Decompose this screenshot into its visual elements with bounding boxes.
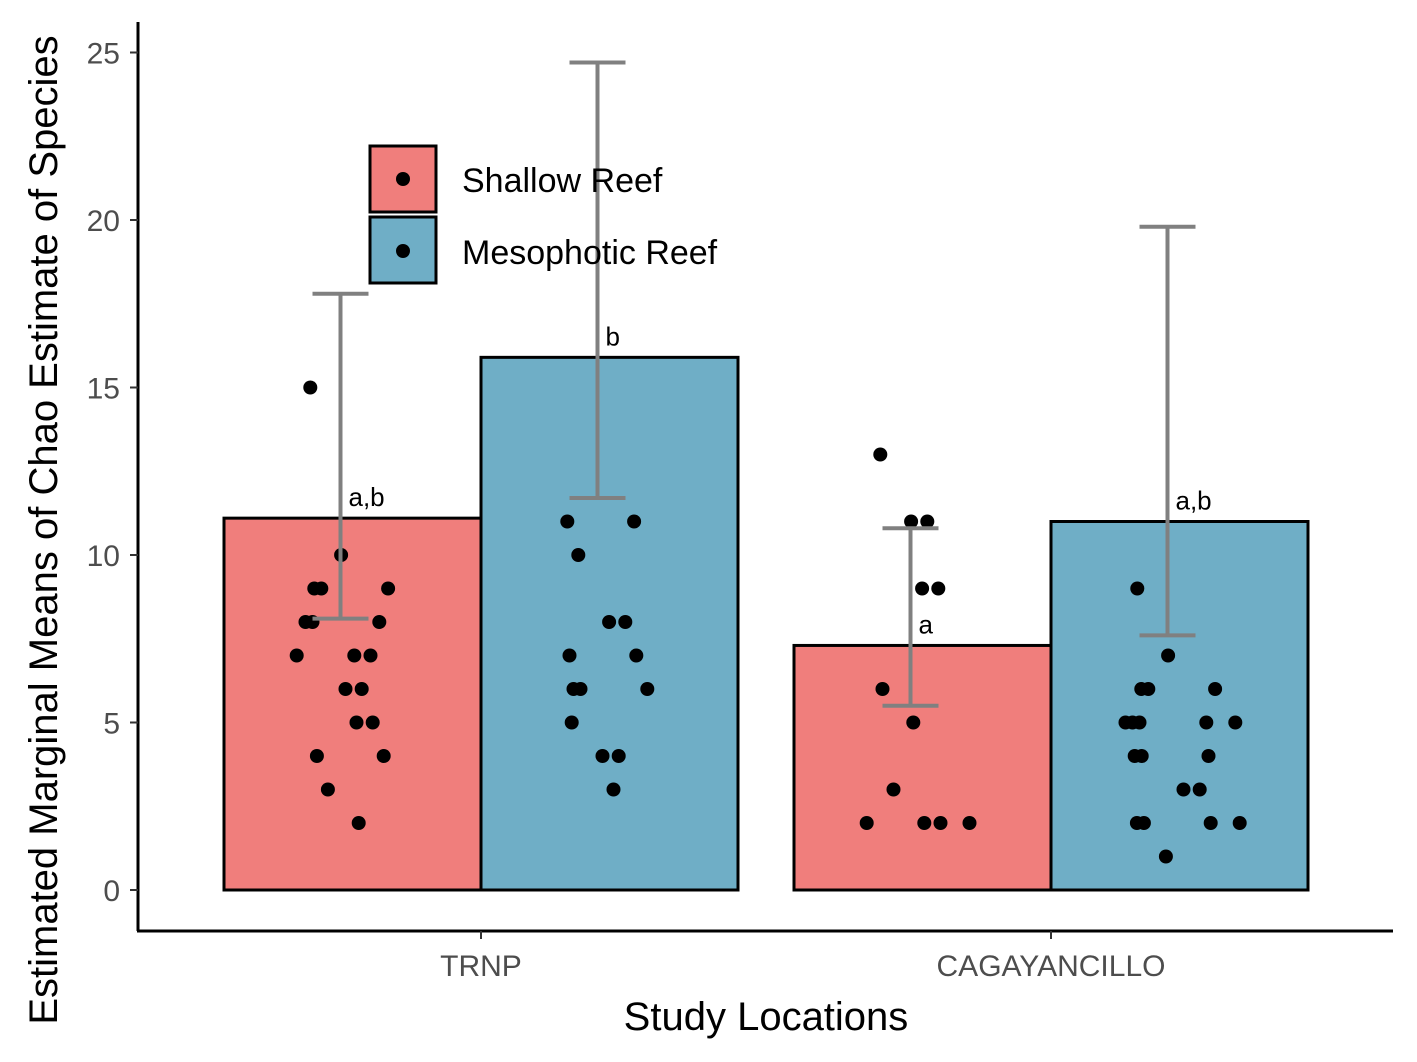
data-point xyxy=(1127,749,1142,763)
data-point xyxy=(640,682,655,696)
y-axis-title: Estimated Marginal Means of Chao Estimat… xyxy=(22,35,66,1024)
data-point xyxy=(933,816,948,830)
data-point xyxy=(303,380,318,395)
data-point xyxy=(351,816,366,830)
data-point xyxy=(904,514,919,529)
significance-label: a,b xyxy=(1176,486,1212,516)
data-point xyxy=(1208,682,1223,696)
y-tick-label: 0 xyxy=(103,875,120,908)
y-tick-label: 10 xyxy=(87,540,120,573)
data-point xyxy=(962,816,977,830)
data-point xyxy=(1176,782,1191,797)
data-point xyxy=(338,682,353,696)
label-layer: a,b a b a,b xyxy=(349,321,1212,639)
data-point xyxy=(618,615,633,629)
data-point xyxy=(906,715,921,730)
legend-key-mesophotic-reef-point xyxy=(396,244,410,258)
x-axis-title: Study Locations xyxy=(624,995,909,1039)
y-tick-label: 25 xyxy=(87,38,120,71)
y-tick-label: 20 xyxy=(87,205,120,238)
data-point xyxy=(920,514,935,529)
data-point xyxy=(1134,682,1149,696)
significance-label: a xyxy=(919,609,934,639)
x-tick-label: CAGAYANCILLO xyxy=(937,950,1166,983)
data-point xyxy=(629,648,644,663)
data-point xyxy=(354,682,369,696)
data-point xyxy=(1129,816,1144,830)
errorbar-layer xyxy=(312,60,1196,708)
data-point xyxy=(298,615,313,629)
data-point xyxy=(931,581,946,596)
data-point xyxy=(1118,715,1133,730)
data-point xyxy=(560,514,575,529)
bar-mesophotic-reef-cagayancillo xyxy=(1049,520,1310,892)
data-point xyxy=(381,581,396,596)
data-point xyxy=(611,749,626,763)
data-point xyxy=(372,615,387,629)
legend-key-shallow-reef-point xyxy=(396,172,410,186)
data-point xyxy=(1158,849,1173,864)
legend-label-shallow-reef: Shallow Reef xyxy=(462,162,663,200)
bars-layer xyxy=(222,355,1310,892)
data-point xyxy=(349,715,364,730)
data-point xyxy=(562,648,577,663)
data-point xyxy=(915,581,930,596)
data-point xyxy=(1232,816,1247,830)
bar-shallow-reef-trnp xyxy=(222,516,483,892)
axis-layer: 0 5 10 15 20 25 TRNP CAGAYANCILLO xyxy=(87,22,1393,983)
data-point xyxy=(1192,782,1207,797)
data-point xyxy=(309,749,324,763)
data-point xyxy=(289,648,304,663)
significance-label: a,b xyxy=(349,482,385,512)
data-point xyxy=(595,749,610,763)
data-point xyxy=(873,447,888,462)
data-point xyxy=(917,816,932,830)
significance-label: b xyxy=(606,321,620,351)
y-tick-label: 5 xyxy=(103,708,120,741)
data-point xyxy=(1201,749,1216,763)
data-point xyxy=(606,782,621,797)
points-layer xyxy=(289,380,1247,864)
data-point xyxy=(564,715,579,730)
data-point xyxy=(571,548,586,562)
data-point xyxy=(363,648,378,663)
data-point xyxy=(1161,648,1176,663)
data-point xyxy=(320,782,335,797)
legend-label-mesophotic-reef: Mesophotic Reef xyxy=(462,234,718,272)
bar-shallow-reef-cagayancillo xyxy=(792,643,1053,892)
data-point xyxy=(1228,715,1243,730)
data-point xyxy=(347,648,362,663)
legend: Shallow Reef Mesophotic Reef xyxy=(368,144,718,285)
data-point xyxy=(1130,581,1145,596)
data-point xyxy=(627,514,642,529)
data-point xyxy=(886,782,901,797)
data-point xyxy=(875,682,890,696)
data-point xyxy=(307,581,322,596)
data-point xyxy=(1203,816,1218,830)
x-tick-label: TRNP xyxy=(440,950,522,983)
data-point xyxy=(602,615,617,629)
data-point xyxy=(1199,715,1214,730)
y-tick-label: 15 xyxy=(87,373,120,406)
data-point xyxy=(859,816,874,830)
data-point xyxy=(376,749,391,763)
data-point xyxy=(365,715,380,730)
data-point xyxy=(566,682,581,696)
